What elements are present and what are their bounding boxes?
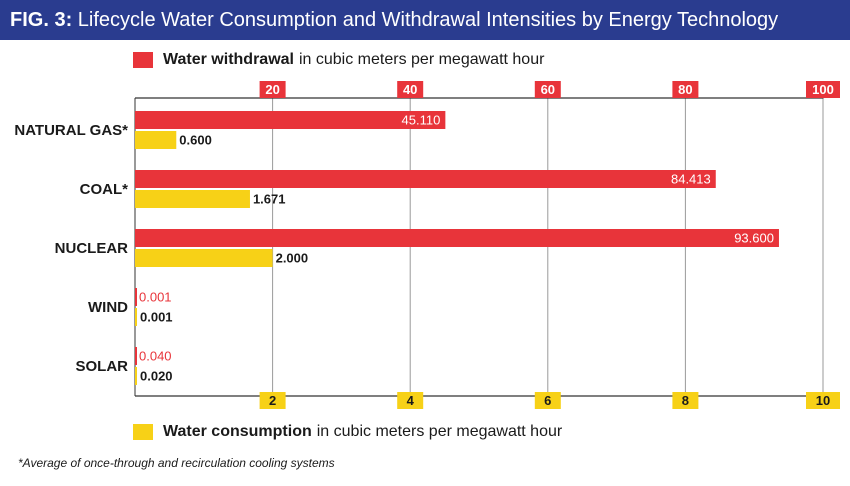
consumption-value-label: 1.671 bbox=[253, 192, 286, 207]
bottom-tick-label: 8 bbox=[682, 393, 689, 408]
bottom-axis-ticks: 2 4 6 8 10 bbox=[259, 392, 840, 409]
consumption-bar bbox=[135, 308, 137, 326]
bottom-tick-label: 2 bbox=[269, 393, 276, 408]
top-tick-label: 60 bbox=[541, 82, 555, 97]
consumption-value-label: 0.020 bbox=[140, 369, 173, 384]
legend-withdrawal-label: Water withdrawal bbox=[163, 51, 294, 68]
legend-swatch-withdrawal bbox=[133, 52, 153, 68]
top-axis-ticks: 20 40 60 80 100 bbox=[259, 81, 840, 98]
withdrawal-value-label: 0.040 bbox=[139, 349, 172, 364]
consumption-bar bbox=[135, 131, 177, 149]
category-label: SOLAR bbox=[76, 358, 129, 375]
data-labels: 45.110 0.600 84.413 1.671 93.600 2.000 0.001 0.… bbox=[139, 113, 774, 384]
top-tick-badge bbox=[397, 81, 424, 98]
legend-withdrawal: Water withdrawal in cubic meters per meg… bbox=[133, 51, 544, 69]
consumption-value-label: 0.600 bbox=[179, 133, 212, 148]
bars bbox=[135, 111, 779, 385]
top-tick-label: 20 bbox=[265, 82, 279, 97]
legend-consumption-label: Water consumption bbox=[163, 423, 312, 440]
legend-consumption: Water consumption in cubic meters per me… bbox=[133, 423, 562, 441]
top-tick-label: 100 bbox=[812, 82, 834, 97]
bottom-tick-label: 10 bbox=[816, 393, 830, 408]
bottom-tick-badge bbox=[534, 392, 561, 409]
withdrawal-value-label: 84.413 bbox=[671, 172, 711, 187]
category-label: COAL* bbox=[80, 181, 128, 198]
legend-consumption-unit: in cubic meters per megawatt hour bbox=[316, 423, 563, 440]
top-tick-badge bbox=[672, 81, 699, 98]
bottom-tick-badge bbox=[397, 392, 424, 409]
withdrawal-value-label: 45.110 bbox=[402, 113, 441, 128]
top-tick-badge bbox=[806, 81, 840, 98]
category-label: NUCLEAR bbox=[55, 240, 128, 257]
bottom-tick-badge bbox=[672, 392, 699, 409]
bottom-tick-badge bbox=[259, 392, 286, 409]
consumption-bar bbox=[135, 249, 273, 267]
consumption-value-label: 2.000 bbox=[276, 251, 309, 266]
category-label: NATURAL GAS* bbox=[14, 122, 128, 139]
top-tick-label: 80 bbox=[678, 82, 692, 97]
bottom-tick-label: 4 bbox=[407, 393, 415, 408]
legend-swatch-consumption bbox=[133, 424, 153, 440]
category-label: WIND bbox=[88, 299, 128, 316]
consumption-value-label: 0.001 bbox=[140, 310, 173, 325]
chart-title: FIG. 3: Lifecycle Water Consumption and … bbox=[0, 0, 850, 40]
withdrawal-bar bbox=[135, 111, 446, 129]
legend-withdrawal-unit: in cubic meters per megawatt hour bbox=[298, 51, 545, 68]
category-labels: NATURAL GAS* COAL* NUCLEAR WIND SOLAR bbox=[14, 122, 128, 375]
withdrawal-value-label: 93.600 bbox=[734, 231, 774, 246]
top-tick-label: 40 bbox=[403, 82, 417, 97]
withdrawal-bar bbox=[135, 347, 137, 365]
bottom-tick-label: 6 bbox=[544, 393, 551, 408]
top-tick-badge bbox=[259, 81, 286, 98]
footnote: *Average of once-through and recirculati… bbox=[18, 456, 335, 470]
bottom-tick-badge bbox=[806, 392, 840, 409]
figure-number: FIG. 3: bbox=[10, 9, 73, 31]
consumption-bar bbox=[135, 190, 250, 208]
withdrawal-bar bbox=[135, 288, 137, 306]
withdrawal-bar bbox=[135, 170, 716, 188]
figure-title-text: Lifecycle Water Consumption and Withdraw… bbox=[77, 9, 779, 31]
consumption-bar bbox=[135, 367, 137, 385]
withdrawal-bar bbox=[135, 229, 779, 247]
top-tick-badge bbox=[534, 81, 561, 98]
withdrawal-value-label: 0.001 bbox=[139, 290, 172, 305]
